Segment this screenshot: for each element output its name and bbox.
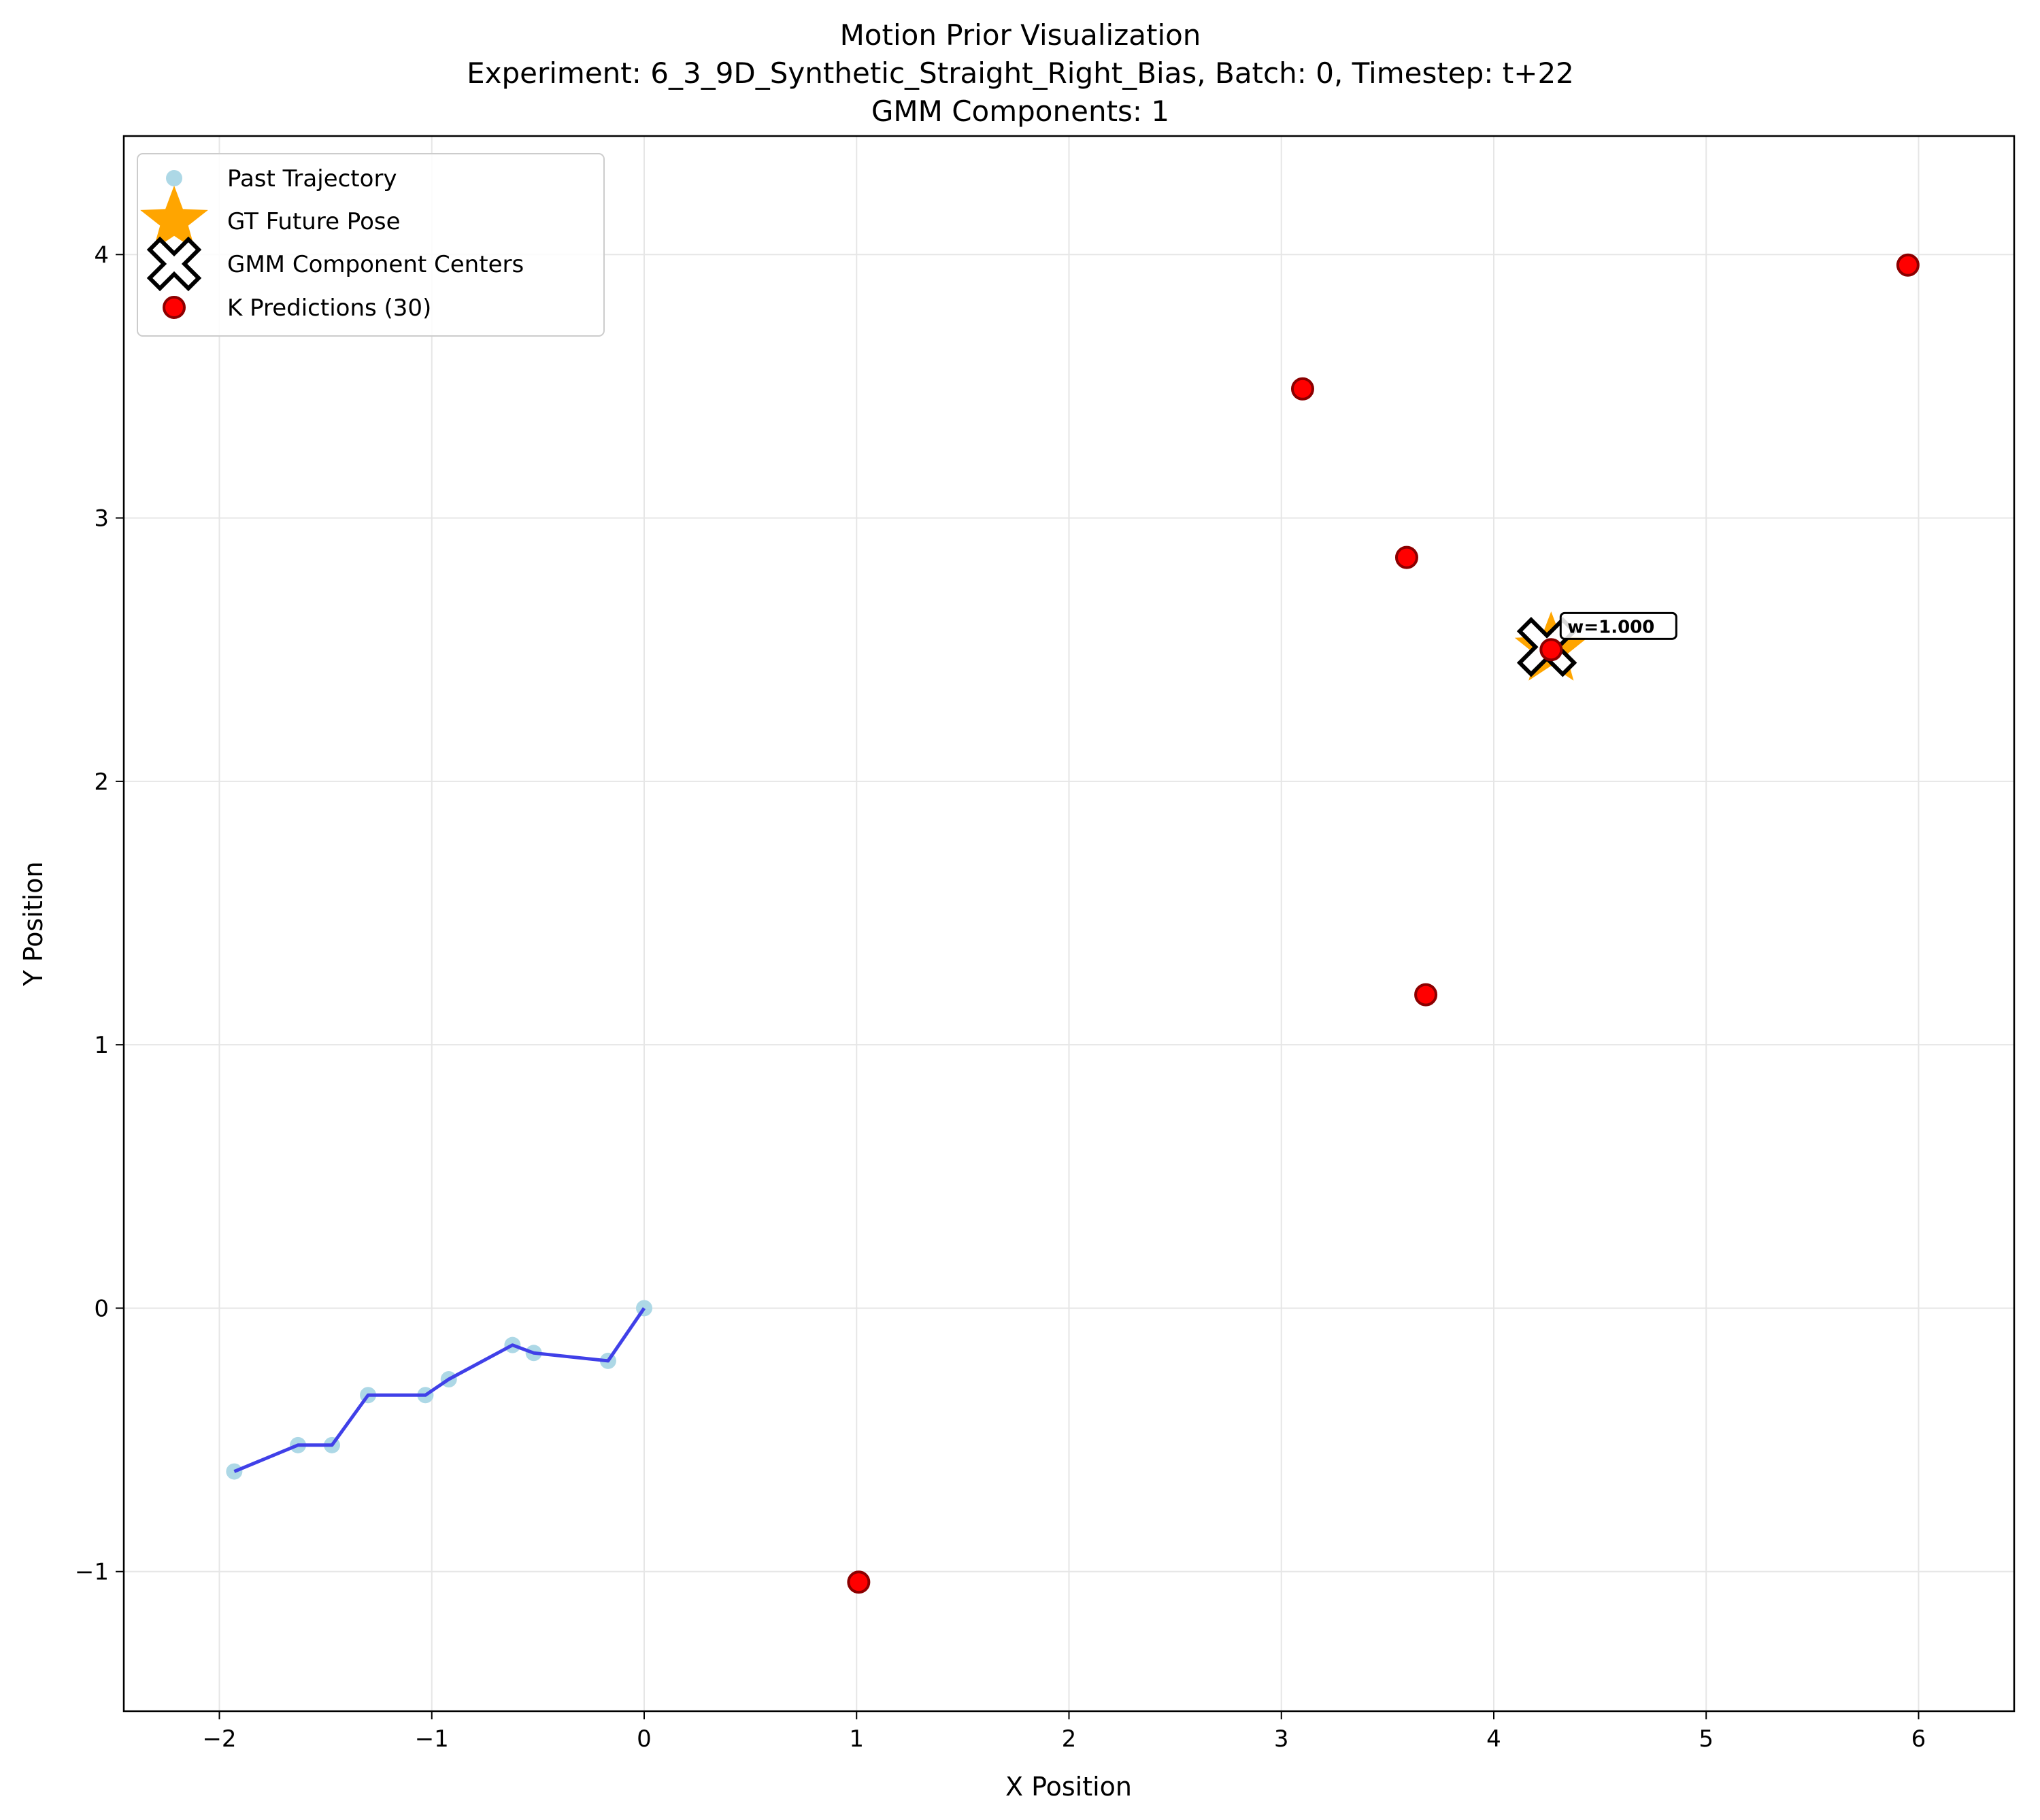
x-tick-label: 1 bbox=[849, 1725, 864, 1753]
legend-k-predictions-marker bbox=[163, 296, 186, 319]
legend-label: K Predictions (30) bbox=[227, 294, 431, 322]
x-tick-label: 4 bbox=[1486, 1725, 1501, 1753]
x-tick-label: 6 bbox=[1911, 1725, 1926, 1753]
axes: −2 −1 0 1 2 3 4 5 6 −1 0 1 2 3 4 bbox=[75, 135, 2016, 1753]
legend-label: GT Future Pose bbox=[227, 208, 401, 235]
k-prediction-point bbox=[1896, 253, 1920, 277]
chart-title-line-3: GMM Components: 1 bbox=[871, 95, 1169, 128]
chart-title-line-2: Experiment: 6_3_9D_Synthetic_Straight_Ri… bbox=[467, 56, 1574, 90]
k-prediction-point bbox=[847, 1570, 871, 1594]
chart-title-line-1: Motion Prior Visualization bbox=[840, 18, 1201, 52]
legend-label: Past Trajectory bbox=[227, 165, 397, 192]
x-tick-label: 0 bbox=[637, 1725, 652, 1753]
y-axis-label: Y Position bbox=[18, 861, 48, 986]
y-tick-label: 1 bbox=[94, 1032, 109, 1059]
legend-label: GMM Component Centers bbox=[227, 251, 524, 278]
legend-gt-future-pose-marker bbox=[140, 185, 208, 250]
legend[interactable]: Past Trajectory GT Future Pose GMM Compone… bbox=[137, 153, 605, 337]
x-tick-label: 5 bbox=[1699, 1725, 1713, 1753]
y-tick-label: 3 bbox=[94, 505, 109, 533]
y-tick-label: 0 bbox=[94, 1295, 109, 1322]
x-tick-label: 2 bbox=[1062, 1725, 1077, 1753]
x-tick-label: −2 bbox=[202, 1725, 236, 1753]
legend-gmm-center-marker bbox=[146, 236, 202, 292]
weight-annotation-box bbox=[1559, 611, 1677, 640]
y-tick-label: 4 bbox=[94, 241, 109, 269]
k-prediction-point bbox=[1539, 638, 1563, 662]
grid bbox=[124, 136, 2014, 1711]
k-prediction-point bbox=[1414, 983, 1438, 1007]
weight-annotation: w=1.000 bbox=[1567, 617, 1654, 637]
y-tick-label: −1 bbox=[75, 1559, 109, 1586]
y-tick-label: 2 bbox=[94, 769, 109, 796]
x-tick-label: −1 bbox=[415, 1725, 449, 1753]
axes-frame bbox=[122, 135, 2016, 1713]
k-prediction-point bbox=[1394, 545, 1418, 569]
past-trajectory-line bbox=[233, 1307, 646, 1473]
annotations: w=1.000 bbox=[1559, 611, 1677, 640]
past-trajectory-point bbox=[226, 1463, 243, 1480]
k-prediction-point bbox=[1290, 377, 1314, 401]
x-axis-label: X Position bbox=[1005, 1772, 1132, 1802]
x-tick-label: 3 bbox=[1274, 1725, 1289, 1753]
legend-past-trajectory-marker bbox=[166, 170, 182, 186]
legend-box bbox=[137, 153, 605, 337]
